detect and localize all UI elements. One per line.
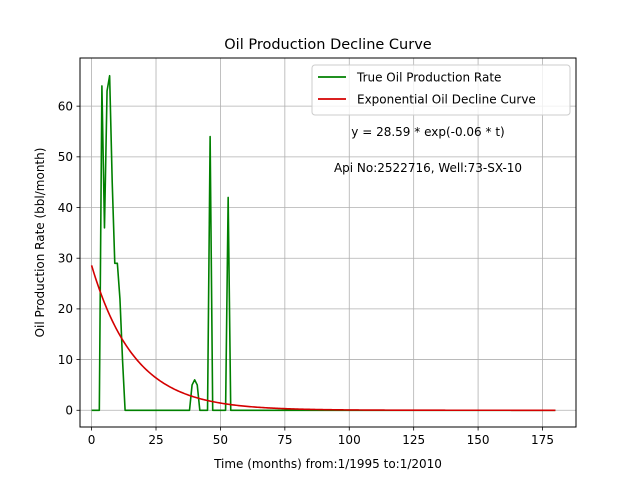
- x-tick-label: 175: [531, 433, 554, 447]
- y-tick-label: 20: [58, 302, 73, 316]
- x-axis-label: Time (months) from:1/1995 to:1/2010: [213, 457, 442, 471]
- x-tick-label: 125: [402, 433, 425, 447]
- y-tick-label: 0: [65, 404, 73, 418]
- series-line-1: [90, 265, 556, 412]
- x-tick-label: 150: [467, 433, 490, 447]
- x-tick-label: 50: [213, 433, 228, 447]
- chart-title: Oil Production Decline Curve: [224, 37, 432, 53]
- series-layer: [90, 74, 556, 412]
- x-tick-label: 25: [148, 433, 163, 447]
- y-tick-label: 30: [58, 252, 73, 266]
- series-line-0: [91, 74, 556, 412]
- well-info-annotation: Api No:2522716, Well:73-SX-10: [334, 161, 522, 175]
- x-axis-ticks: 0 25 50 75 100 125 150 175: [88, 427, 554, 447]
- plot-frame: [79, 57, 577, 428]
- equation-annotation: y = 28.59 * exp(-0.06 * t): [351, 125, 504, 139]
- x-tick-label: 75: [277, 433, 292, 447]
- y-tick-label: 50: [58, 150, 73, 164]
- legend-label-0: True Oil Production Rate: [356, 70, 501, 84]
- y-tick-label: 10: [58, 353, 73, 367]
- x-tick-label: 0: [88, 433, 96, 447]
- x-tick-label: 100: [338, 433, 361, 447]
- y-axis-label: Oil Production Rate (bbl/month): [33, 148, 47, 338]
- legend-label-1: Exponential Oil Decline Curve: [357, 92, 536, 106]
- y-tick-label: 40: [58, 201, 73, 215]
- y-axis-ticks: 0 10 20 30 40 50 60: [58, 99, 80, 418]
- legend: True Oil Production Rate Exponential Oil …: [311, 64, 571, 116]
- legend-box: [311, 64, 571, 116]
- y-tick-label: 60: [58, 99, 73, 113]
